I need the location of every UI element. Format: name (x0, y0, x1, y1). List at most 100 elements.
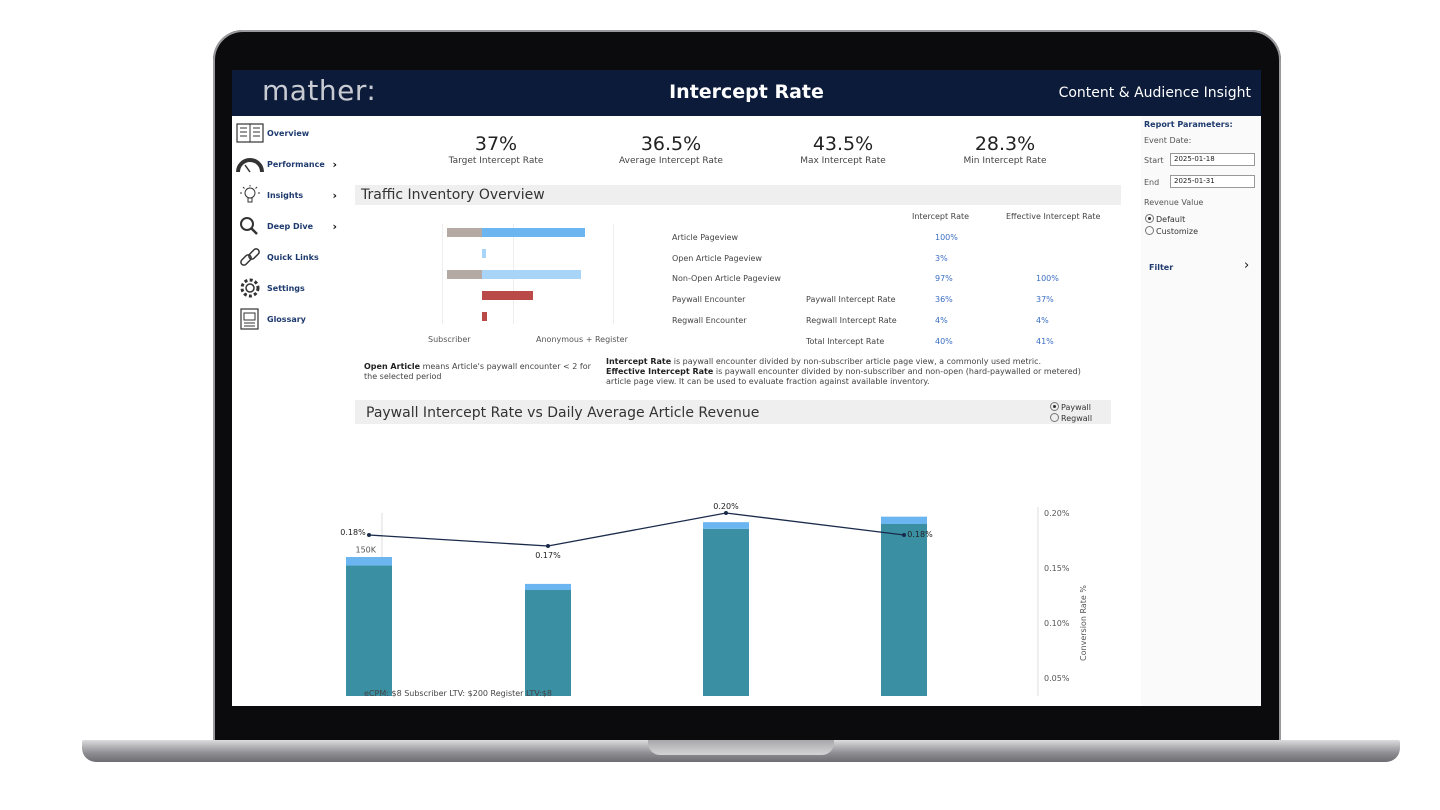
kpi-value: 43.5% (812, 133, 874, 155)
traffic-bars (442, 224, 619, 328)
row-metric: Article Pageview (672, 233, 738, 242)
panel-title: Report Parameters: (1144, 120, 1233, 129)
line-point (546, 544, 550, 548)
sidebar-item-deep-dive[interactable]: Deep Dive › (235, 213, 337, 239)
radio-label: Default (1156, 215, 1186, 224)
sidebar-item-glossary[interactable]: Glossary (235, 306, 337, 332)
kpi-max: 43.5% Max Intercept Rate (768, 133, 918, 166)
bar-anonymous-segment (482, 249, 486, 258)
conversion-line (368, 512, 905, 547)
bar-gridline (613, 224, 614, 324)
line-data-label: 0.17% (535, 551, 561, 560)
row-intercept-value: 40% (935, 336, 953, 346)
intercept-definition-note: Intercept Rate is paywall encounter divi… (606, 357, 1106, 387)
row-metric: Regwall Encounter (672, 315, 747, 325)
sidebar-item-label: Deep Dive (267, 221, 314, 231)
row-effective-value: 37% (1036, 295, 1054, 305)
sidebar-item-label: Insights (267, 190, 304, 200)
radio-empty-icon (1050, 413, 1059, 422)
row-intercept-value: 3% (935, 253, 948, 263)
radio-empty-icon (1145, 226, 1154, 235)
line-data-label: 0.20% (713, 502, 739, 511)
y2-axis-label: Conversion Rate % (1079, 585, 1088, 661)
report-parameters-panel: Report Parameters: Event Date: Start 202… (1141, 116, 1261, 706)
kpi-label: Average Intercept Rate (619, 156, 723, 166)
kpi-value: 28.3% (974, 133, 1036, 155)
bar-segment (703, 522, 749, 529)
search-icon (235, 214, 265, 238)
filter-toggle[interactable]: Filter (1149, 263, 1174, 272)
note-text: is paywall encounter divided by non-subs… (606, 367, 1081, 386)
section-title: Paywall Intercept Rate vs Daily Average … (366, 405, 760, 421)
bar-anonymous-segment (482, 312, 488, 321)
section-title: Traffic Inventory Overview (361, 187, 545, 203)
kpi-label: Max Intercept Rate (800, 156, 886, 166)
y2-tick-label: 0.05% (1044, 674, 1070, 683)
bar-anonymous-segment (482, 270, 582, 279)
chevron-right-icon: › (332, 157, 337, 171)
row-metric: Non-Open Article Pageview (672, 274, 781, 284)
note-bold: Intercept Rate (606, 357, 672, 366)
bar-subscriber-segment (446, 228, 482, 237)
event-date-label: Event Date: (1144, 136, 1192, 145)
chevron-right-icon: › (332, 188, 337, 202)
sidebar: Overview Performance › Insights › Deep D… (232, 116, 338, 706)
sidebar-item-settings[interactable]: Settings (235, 275, 337, 301)
y-tick-label: 150K (355, 546, 376, 555)
start-date-input[interactable]: 2025-01-18 (1170, 153, 1255, 166)
kpi-min: 28.3% Min Intercept Rate (930, 133, 1080, 166)
bar-segment (703, 528, 749, 696)
bar-segment (525, 590, 571, 696)
bar-segment (346, 565, 392, 696)
laptop-notch (648, 740, 834, 755)
app-header: mather: Intercept Rate Content & Audienc… (232, 70, 1261, 116)
page-title: Intercept Rate (669, 81, 824, 103)
book-icon (235, 121, 265, 145)
kpi-average: 36.5% Average Intercept Rate (596, 133, 746, 166)
row-intercept-value: 97% (935, 274, 953, 284)
kpi-label: Target Intercept Rate (448, 156, 544, 166)
end-date-input[interactable]: 2025-01-31 (1170, 175, 1255, 188)
radio-regwall[interactable]: Regwall (1050, 413, 1092, 423)
line-point (367, 533, 371, 537)
line-point (724, 511, 728, 515)
y2-tick-label: 0.20% (1044, 509, 1070, 518)
sidebar-item-quick-links[interactable]: Quick Links (235, 244, 337, 270)
radio-selected-icon (1050, 402, 1059, 411)
main-content: 37% Target Intercept Rate 36.5% Average … (338, 116, 1141, 706)
sidebar-item-performance[interactable]: Performance › (235, 151, 337, 177)
row-effective-value: 41% (1036, 336, 1054, 346)
chart-footer: eCPM: $8 Subscriber LTV: $200 Register L… (364, 689, 552, 698)
line-point (902, 533, 906, 537)
radio-default[interactable]: Default (1145, 214, 1185, 224)
link-icon (235, 245, 265, 269)
gear-icon (235, 276, 265, 300)
chevron-right-icon[interactable]: › (1244, 258, 1250, 273)
row-rate-label: Paywall Intercept Rate (806, 295, 896, 305)
radio-selected-icon (1145, 214, 1154, 223)
kpi-label: Min Intercept Rate (963, 156, 1047, 166)
bar-segment (346, 557, 392, 566)
bar-subscriber-segment (446, 270, 482, 279)
radio-customize[interactable]: Customize (1145, 226, 1198, 236)
kpi-value: 37% (474, 133, 518, 155)
sidebar-item-label: Settings (267, 283, 305, 293)
y2-tick-label: 0.10% (1044, 619, 1070, 628)
radio-paywall[interactable]: Paywall (1050, 402, 1091, 412)
gauge-icon (235, 152, 265, 176)
traffic-section-header: Traffic Inventory Overview (355, 185, 1121, 205)
glossary-icon (235, 307, 265, 331)
bar-segment (881, 524, 927, 696)
row-intercept-value: 100% (935, 233, 958, 242)
lightbulb-icon (235, 183, 265, 207)
end-label: End (1144, 178, 1160, 187)
bar-gridline (442, 224, 443, 324)
bar-legend-subscriber: Subscriber (428, 335, 471, 344)
sidebar-item-label: Glossary (267, 314, 306, 324)
radio-label: Paywall (1061, 403, 1091, 412)
kpi-target: 37% Target Intercept Rate (421, 133, 571, 166)
paywall-section-header: Paywall Intercept Rate vs Daily Average … (355, 400, 1111, 424)
row-rate-label: Total Intercept Rate (806, 336, 885, 346)
sidebar-item-insights[interactable]: Insights › (235, 182, 337, 208)
sidebar-item-overview[interactable]: Overview (235, 120, 337, 146)
